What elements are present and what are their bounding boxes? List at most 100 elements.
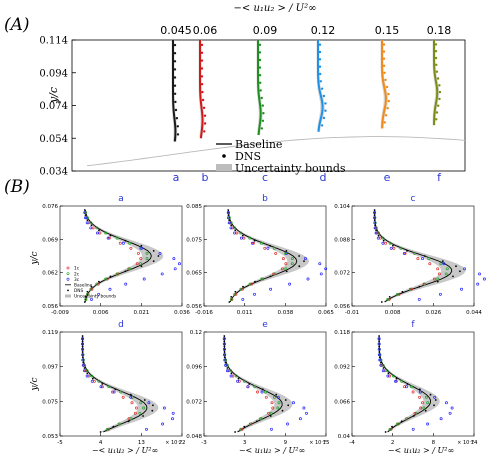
- series-2c-point-f: [379, 358, 383, 362]
- dns-point-b: [253, 239, 256, 242]
- series-3c-point-e: [222, 347, 226, 351]
- dns-point-b: [303, 260, 305, 262]
- series-3c-point-a: [96, 231, 99, 235]
- ytick-label-c-1: 0.072: [334, 271, 350, 277]
- subplot-c: c -0.01 0.008 0.026 0.044 0.056 0.072 0.088 0.10…: [334, 194, 486, 316]
- series-3c-point-b: [239, 236, 243, 240]
- series-3c-point-c: [373, 221, 377, 225]
- ytick-label-c-3: 0.104: [334, 204, 350, 210]
- dns-point-f: [434, 43, 438, 46]
- series-2c-point-a: [104, 277, 108, 281]
- series-3c-point-e: [222, 337, 226, 341]
- legend-dns-swatch: [222, 154, 226, 158]
- series-3c-point-f: [411, 427, 415, 431]
- subplot-band-d: [82, 336, 159, 432]
- xtick-label-a-2: 0.021: [133, 310, 149, 316]
- ytick-label-f-0: 0.04: [338, 434, 351, 440]
- series-2c-point-b: [239, 231, 243, 235]
- series-2c-point-b: [239, 287, 243, 291]
- subplot-title-d: d: [118, 320, 124, 330]
- series-3c-point-b: [250, 241, 254, 245]
- legend-swatch-5: [65, 294, 71, 298]
- dns-point-e: [223, 351, 226, 353]
- panel-label-b: (B): [4, 177, 30, 197]
- legend-label-1: 2c: [74, 271, 80, 277]
- series-3c-point-a: [172, 257, 176, 261]
- dns-point-a: [152, 260, 155, 262]
- dns-point-c: [401, 290, 404, 293]
- xtick-label-c-1: 0.008: [385, 310, 401, 316]
- dns-point-f: [378, 335, 380, 337]
- series-2c-point-b: [229, 297, 233, 301]
- series-1c-point-e: [267, 411, 271, 415]
- dns-point-b: [234, 290, 237, 293]
- series-2c-point-f: [405, 417, 409, 421]
- series-3c-point-d: [145, 427, 148, 431]
- series-2c-point-e: [225, 363, 229, 367]
- series-2c-point-b: [260, 277, 264, 281]
- panel-b-xlabel-f: −< u₁u₂ > / U²∞: [388, 446, 454, 455]
- xtick-label-c-2: 0.026: [425, 310, 441, 316]
- dns-point-e: [383, 71, 386, 75]
- station-label-b: b: [202, 171, 209, 184]
- subplot-frame-a: [59, 205, 183, 307]
- dns-point-d: [82, 361, 85, 364]
- series-3c-point-c: [374, 231, 378, 235]
- subplot-baseline-b: [227, 209, 298, 303]
- dns-point-a: [157, 255, 160, 257]
- series-3c-point-a: [106, 236, 110, 240]
- ytick-label-d-2: 0.097: [42, 365, 58, 371]
- dns-point-d: [86, 372, 89, 375]
- ytick-label-a-3: 0.076: [42, 204, 58, 210]
- series-3c-point-c: [402, 251, 406, 255]
- dns-point-f: [438, 97, 441, 101]
- ytick-label-a-0: 0.034: [39, 167, 68, 178]
- series-2c-point-b: [272, 246, 276, 250]
- series-3c-point-f: [377, 353, 381, 357]
- series-1c-point-c: [375, 231, 379, 235]
- dns-point-e: [226, 367, 229, 369]
- series-2c-point-e: [248, 422, 252, 426]
- dns-point-a: [173, 84, 177, 87]
- series-1c-point-e: [270, 401, 274, 405]
- series-2c-point-e: [276, 406, 280, 410]
- dns-point-c: [382, 239, 385, 242]
- series-2c-point-c: [374, 226, 378, 230]
- legend-bounds-label: Uncertainty bounds: [235, 162, 346, 175]
- series-3c-point-f: [426, 422, 430, 426]
- dns-point-d: [152, 404, 154, 407]
- panel-b-xlabel-d: −< u₁u₂ > / U²∞: [92, 446, 158, 455]
- dns-point-f: [412, 415, 415, 417]
- dns-point-d: [319, 72, 322, 76]
- series-2c-point-a: [89, 287, 93, 291]
- ytick-label-a-1: 0.062: [42, 271, 58, 277]
- series-2c-point-e: [229, 369, 233, 373]
- xtick-label-d-0: -5: [57, 440, 63, 446]
- series-1c-point-a: [90, 287, 94, 291]
- subplot-title-e: e: [262, 320, 268, 330]
- series-2c-point-f: [395, 422, 399, 426]
- dns-point-f: [436, 77, 440, 80]
- dns-point-a: [84, 214, 87, 217]
- series-1c-point-f: [411, 390, 415, 394]
- subplot-b: b -0.016 0.011 0.038 0.065 0.056 0.065 0.075 0.0…: [186, 194, 334, 316]
- series-1c-point-d: [100, 385, 104, 389]
- dns-point-a: [175, 117, 179, 120]
- series-1c-point-f: [413, 411, 417, 415]
- series-2c-point-d: [130, 395, 134, 399]
- dns-point-b: [298, 255, 300, 257]
- dns-point-c: [258, 66, 262, 69]
- dns-point-e: [243, 425, 246, 428]
- baseline-curve-c: [257, 40, 262, 136]
- dns-point-a: [83, 209, 86, 211]
- dns-point-c: [392, 244, 394, 247]
- series-3c-point-d: [81, 337, 85, 341]
- ytick-label-a-2: 0.069: [42, 237, 58, 243]
- series-3c-point-d: [85, 374, 89, 378]
- series-3c-point-f: [386, 374, 390, 378]
- series-2c-point-a: [115, 236, 119, 240]
- series-3c-point-c: [373, 216, 377, 220]
- dns-point-f: [378, 351, 381, 353]
- series-1c-point-f: [388, 374, 391, 378]
- series-3c-point-f: [394, 379, 397, 383]
